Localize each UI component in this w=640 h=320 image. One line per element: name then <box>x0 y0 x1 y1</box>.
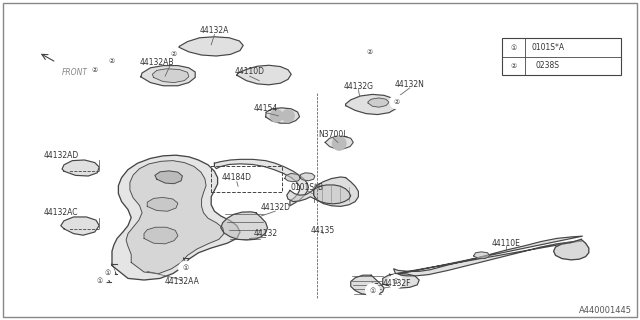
Polygon shape <box>351 275 384 295</box>
Polygon shape <box>346 94 398 115</box>
Polygon shape <box>147 197 178 211</box>
Circle shape <box>390 95 404 109</box>
Polygon shape <box>126 161 224 274</box>
Circle shape <box>88 63 102 77</box>
Text: 44132: 44132 <box>253 229 278 238</box>
Text: 44154: 44154 <box>253 104 278 113</box>
Text: 44132A: 44132A <box>200 26 229 35</box>
Text: ①: ① <box>104 270 111 276</box>
Text: ②: ② <box>511 63 517 69</box>
Polygon shape <box>300 173 315 181</box>
Polygon shape <box>285 173 301 182</box>
Polygon shape <box>383 274 419 288</box>
Text: 44132G: 44132G <box>344 82 373 91</box>
Polygon shape <box>368 98 389 107</box>
Circle shape <box>332 136 346 150</box>
Text: 44110E: 44110E <box>491 239 520 248</box>
Circle shape <box>363 45 377 59</box>
Text: 44132AB: 44132AB <box>140 58 174 67</box>
Text: 44135: 44135 <box>311 226 335 235</box>
Text: ②: ② <box>367 49 373 55</box>
Polygon shape <box>221 212 268 240</box>
Text: ②: ② <box>171 51 177 57</box>
Text: ①: ① <box>392 279 399 284</box>
Polygon shape <box>394 236 582 276</box>
Polygon shape <box>179 37 243 56</box>
Text: N3700L: N3700L <box>318 130 348 139</box>
Circle shape <box>105 54 119 68</box>
Text: 0101S*B: 0101S*B <box>291 183 324 192</box>
Text: 44132D: 44132D <box>260 204 290 212</box>
Polygon shape <box>266 108 300 123</box>
Circle shape <box>179 261 193 275</box>
Circle shape <box>270 109 283 122</box>
Circle shape <box>92 274 106 288</box>
Text: 0238S: 0238S <box>536 61 560 70</box>
Circle shape <box>365 284 380 298</box>
Text: ①: ① <box>511 44 517 51</box>
Circle shape <box>167 47 181 61</box>
Text: 0101S*A: 0101S*A <box>531 43 564 52</box>
Polygon shape <box>155 171 182 184</box>
Text: 44132AA: 44132AA <box>165 277 200 286</box>
Polygon shape <box>314 177 358 206</box>
Bar <box>211 166 282 192</box>
Text: ②: ② <box>109 58 115 64</box>
Polygon shape <box>237 65 291 85</box>
Polygon shape <box>287 185 351 204</box>
Circle shape <box>507 59 521 73</box>
Text: 44132F: 44132F <box>383 279 411 288</box>
Circle shape <box>507 41 521 55</box>
Circle shape <box>100 266 115 280</box>
Polygon shape <box>112 155 240 280</box>
Text: FRONT: FRONT <box>61 68 87 77</box>
Text: ②: ② <box>394 99 400 105</box>
Text: A440001445: A440001445 <box>579 306 632 315</box>
Circle shape <box>282 109 294 122</box>
Text: ①: ① <box>182 265 189 271</box>
Polygon shape <box>144 227 178 244</box>
Circle shape <box>388 275 403 289</box>
Polygon shape <box>554 239 589 260</box>
Polygon shape <box>214 159 308 206</box>
Text: 44132N: 44132N <box>395 80 424 89</box>
Text: ②: ② <box>92 67 98 73</box>
Polygon shape <box>62 160 99 176</box>
Bar <box>502 38 621 75</box>
Polygon shape <box>61 217 99 235</box>
Polygon shape <box>152 69 189 83</box>
Polygon shape <box>474 252 490 259</box>
Text: 44132AC: 44132AC <box>44 208 78 217</box>
Text: 44184D: 44184D <box>222 173 252 182</box>
Text: 44110D: 44110D <box>235 68 264 76</box>
Polygon shape <box>141 66 195 86</box>
Text: ①: ① <box>369 288 376 293</box>
Polygon shape <box>325 136 353 149</box>
Text: ①: ① <box>96 278 102 284</box>
Text: 44132AD: 44132AD <box>43 151 79 160</box>
